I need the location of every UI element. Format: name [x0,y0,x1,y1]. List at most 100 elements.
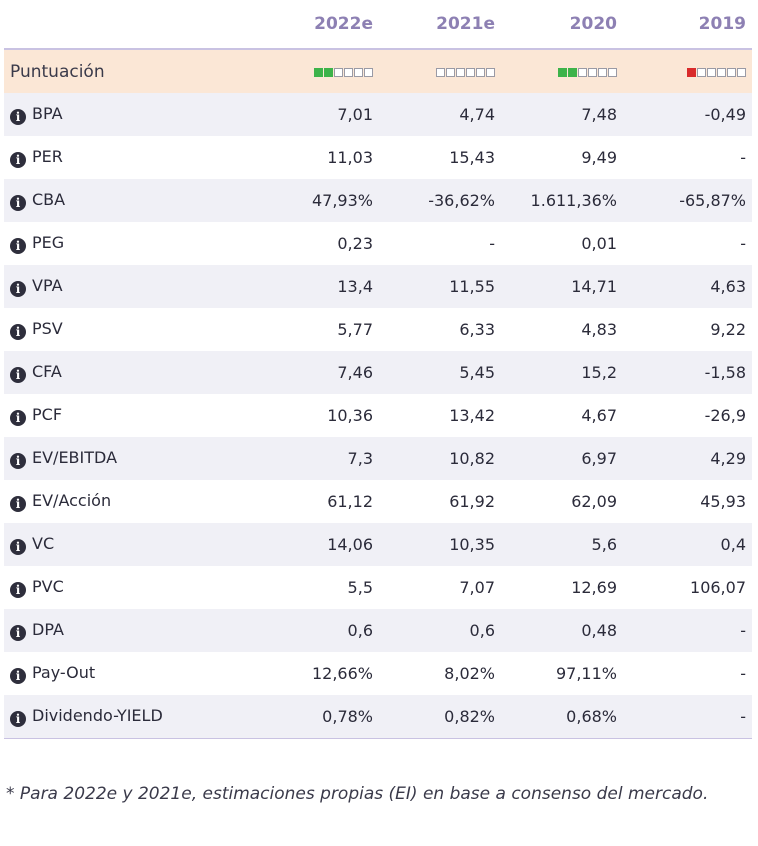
rating-square [737,68,746,77]
metric-value: 4,67 [581,406,617,425]
metric-value: - [623,609,752,652]
rating-square [486,68,495,77]
footnote: * Para 2022e y 2021e, estimaciones propi… [6,784,709,804]
rating-square [436,68,445,77]
table-row: i PEG 0,23 - 0,01 - [4,222,752,265]
year-header: 2021e [379,0,501,50]
info-icon[interactable]: i [10,410,26,426]
metric-label: VC [32,534,55,553]
metric-value: 5,6 [501,523,623,566]
metric-value: 13,42 [449,406,495,425]
info-icon[interactable]: i [10,367,26,383]
metric-label-cell: i PEG [4,222,254,265]
metric-value: 11,03 [327,148,373,167]
info-icon[interactable]: i [10,711,26,727]
metric-label: BPA [32,104,63,123]
metric-label: CFA [32,362,62,381]
table-row: i Pay-Out 12,66% 8,02% 97,11% - [4,652,752,695]
metric-value: 0,6 [379,609,501,652]
metric-value: 10,35 [379,523,501,566]
metric-label-cell: i PVC [4,566,254,609]
metric-value: 5,5 [347,578,373,597]
metric-value: 61,92 [449,492,495,511]
info-icon[interactable]: i [10,539,26,555]
metric-label-cell: i CFA [4,351,254,394]
metric-label: VPA [32,276,63,295]
table-row: i PER 11,03 15,43 9,49 - [4,136,752,179]
rating-square [578,68,587,77]
metric-value: 45,93 [700,492,746,511]
metric-value: 8,02% [444,664,495,683]
metric-value: 15,2 [501,351,623,394]
rating-bar [436,68,495,77]
table-row: i CFA 7,46 5,45 15,2 -1,58 [4,351,752,394]
metric-value: 10,36 [327,406,373,425]
metric-label-cell: i VC [4,523,254,566]
year-header: 2022e [254,0,379,50]
metric-label-cell: i EV/Acción [4,480,254,523]
rating-square [717,68,726,77]
metric-label-cell: i BPA [4,93,254,136]
metric-value: -0,49 [623,93,752,136]
metric-value: 7,46 [254,351,379,394]
metric-value: 0,82% [379,695,501,739]
info-icon[interactable]: i [10,152,26,168]
rating-square [314,68,323,77]
metric-value: 0,68% [501,695,623,739]
table-row: i PSV 5,77 6,33 4,83 9,22 [4,308,752,351]
header-empty [4,0,254,50]
rating-square [466,68,475,77]
metric-label-cell: i DPA [4,609,254,652]
metric-value: - [740,664,746,683]
metric-label: DPA [32,620,64,639]
info-icon[interactable]: i [10,625,26,641]
rating-square [364,68,373,77]
metric-value: - [740,148,746,167]
metric-value: 0,78% [254,695,379,739]
rating-square [697,68,706,77]
rating-square [608,68,617,77]
header-row: 2022e 2021e 2020 2019 [4,0,752,50]
metric-value: 0,6 [254,609,379,652]
metric-label: PCF [32,405,63,424]
metric-value: 6,97 [501,437,623,480]
metric-label: PEG [32,233,65,252]
info-icon[interactable]: i [10,109,26,125]
rating-square [456,68,465,77]
metric-value: 0,48 [501,609,623,652]
info-icon[interactable]: i [10,281,26,297]
rating-square [446,68,455,77]
info-icon[interactable]: i [10,324,26,340]
metric-value: 14,06 [254,523,379,566]
table-row: i EV/EBITDA 7,3 10,82 6,97 4,29 [4,437,752,480]
metric-label: Pay-Out [32,663,96,682]
rating-square [324,68,333,77]
info-icon[interactable]: i [10,238,26,254]
metric-value: - [489,234,495,253]
metric-value: 4,29 [623,437,752,480]
metric-value: 12,69 [571,578,617,597]
metric-value: 4,83 [581,320,617,339]
metric-value: 9,22 [710,320,746,339]
metric-value: 9,49 [581,148,617,167]
info-icon[interactable]: i [10,582,26,598]
metric-label: PVC [32,577,64,596]
table-row: i VPA 13,4 11,55 14,71 4,63 [4,265,752,308]
metric-value: 7,3 [254,437,379,480]
info-icon[interactable]: i [10,453,26,469]
info-icon[interactable]: i [10,195,26,211]
metric-label: PER [32,147,63,166]
metric-value: 106,07 [690,578,746,597]
metric-value: -26,9 [704,406,746,425]
metric-label-cell: i PER [4,136,254,179]
rating-bar [558,68,617,77]
metric-label-cell: i VPA [4,265,254,308]
metric-value: 47,93% [254,179,379,222]
table-row: i CBA 47,93% -36,62% 1.611,36% -65,87% [4,179,752,222]
info-icon[interactable]: i [10,668,26,684]
metric-value: 0,01 [581,234,617,253]
metric-value: -1,58 [623,351,752,394]
info-icon[interactable]: i [10,496,26,512]
table-row: i PVC 5,5 7,07 12,69 106,07 [4,566,752,609]
